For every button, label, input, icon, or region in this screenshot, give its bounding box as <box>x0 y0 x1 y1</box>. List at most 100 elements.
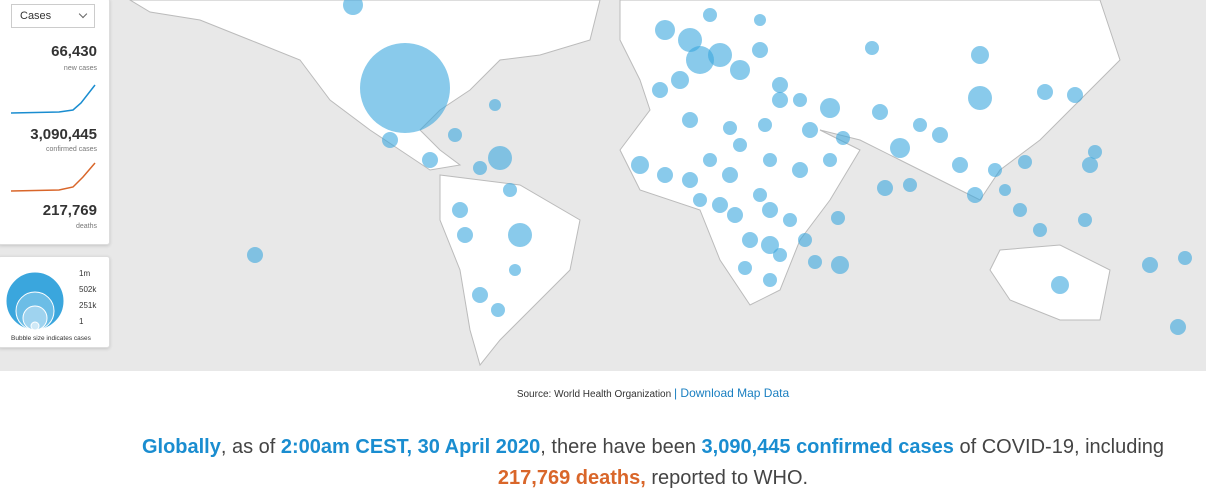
bubble[interactable] <box>1078 213 1092 227</box>
bubble[interactable] <box>682 172 698 188</box>
bubble[interactable] <box>733 138 747 152</box>
bubble[interactable] <box>1088 145 1102 159</box>
bubble[interactable] <box>877 180 893 196</box>
bubble[interactable] <box>730 60 750 80</box>
bubble[interactable] <box>671 71 689 89</box>
bubble[interactable] <box>1178 251 1192 265</box>
download-link[interactable]: | Download Map Data <box>673 386 790 400</box>
metric-dropdown[interactable]: Cases <box>11 4 95 28</box>
bubble[interactable] <box>1013 203 1027 217</box>
bubble[interactable] <box>712 197 728 213</box>
bubble[interactable] <box>472 287 488 303</box>
bubble[interactable] <box>1082 157 1098 173</box>
bubble[interactable] <box>971 46 989 64</box>
bubble[interactable] <box>723 121 737 135</box>
bubble[interactable] <box>792 162 808 178</box>
legend-size: 251k <box>79 301 97 310</box>
bubble[interactable] <box>753 188 767 202</box>
bubble[interactable] <box>967 187 983 203</box>
bubble[interactable] <box>999 184 1011 196</box>
bubble[interactable] <box>793 93 807 107</box>
plain-text: , there have been <box>540 436 702 458</box>
legend-caption: Bubble size indicates cases <box>11 335 91 342</box>
highlight-text: 2:00am CEST, 30 April 2020 <box>280 436 541 458</box>
bubble[interactable] <box>1142 257 1158 273</box>
bubble[interactable] <box>772 92 788 108</box>
bubble[interactable] <box>678 28 702 52</box>
bubble[interactable] <box>708 43 732 67</box>
bubble[interactable] <box>657 167 673 183</box>
bubble[interactable] <box>783 213 797 227</box>
bubble[interactable] <box>693 193 707 207</box>
bubble[interactable] <box>754 14 766 26</box>
highlight-text: 3,090,445 confirmed cases <box>701 436 954 458</box>
bubble[interactable] <box>727 207 743 223</box>
bubble[interactable] <box>1170 319 1186 335</box>
source-line: Source: World Health Organization | Down… <box>0 386 1206 400</box>
bubble[interactable] <box>682 112 698 128</box>
bubble[interactable] <box>343 0 363 15</box>
bubble[interactable] <box>831 256 849 274</box>
bubble[interactable] <box>503 183 517 197</box>
bubble[interactable] <box>808 255 822 269</box>
bubble[interactable] <box>761 236 779 254</box>
bubble[interactable] <box>742 232 758 248</box>
legend-circles <box>5 271 65 331</box>
bubble[interactable] <box>1037 84 1053 100</box>
bubble[interactable] <box>823 153 837 167</box>
bubble[interactable] <box>422 152 438 168</box>
stat-value: 66,430 <box>51 43 97 60</box>
bubble[interactable] <box>836 131 850 145</box>
bubble[interactable] <box>1067 87 1083 103</box>
bubble[interactable] <box>932 127 948 143</box>
bubble[interactable] <box>452 202 468 218</box>
bubble[interactable] <box>758 118 772 132</box>
bubble[interactable] <box>988 163 1002 177</box>
sparkline <box>10 84 96 114</box>
bubble[interactable] <box>752 42 768 58</box>
bubble[interactable] <box>360 43 450 133</box>
bubble[interactable] <box>872 104 888 120</box>
bubble[interactable] <box>738 261 752 275</box>
bubble[interactable] <box>820 98 840 118</box>
bubble[interactable] <box>802 122 818 138</box>
bubble[interactable] <box>382 132 398 148</box>
bubble[interactable] <box>1033 223 1047 237</box>
bubble[interactable] <box>798 233 812 247</box>
bubble[interactable] <box>509 264 521 276</box>
bubble[interactable] <box>1051 276 1069 294</box>
bubble[interactable] <box>655 20 675 40</box>
bubble[interactable] <box>773 248 787 262</box>
source-name: World Health Organization <box>554 389 672 400</box>
bubble[interactable] <box>772 77 788 93</box>
bubble-legend: 1m 502k 251k 1 Bubble size indicates cas… <box>0 256 110 348</box>
bubble[interactable] <box>968 86 992 110</box>
stat-label: deaths <box>75 223 97 230</box>
bubble[interactable] <box>686 46 714 74</box>
bubble[interactable] <box>763 273 777 287</box>
bubble[interactable] <box>865 41 879 55</box>
bubble[interactable] <box>473 161 487 175</box>
bubble[interactable] <box>722 167 738 183</box>
bubble[interactable] <box>631 156 649 174</box>
bubble[interactable] <box>489 99 501 111</box>
bubble[interactable] <box>703 153 717 167</box>
plain-text: of COVID-19, including <box>953 436 1165 458</box>
australia <box>989 244 1111 321</box>
bubble[interactable] <box>913 118 927 132</box>
bubble[interactable] <box>952 157 968 173</box>
bubble[interactable] <box>508 223 532 247</box>
bubble[interactable] <box>763 153 777 167</box>
bubble[interactable] <box>762 202 778 218</box>
bubble[interactable] <box>488 146 512 170</box>
bubble[interactable] <box>448 128 462 142</box>
bubble[interactable] <box>491 303 505 317</box>
bubble[interactable] <box>831 211 845 225</box>
bubble[interactable] <box>1018 155 1032 169</box>
bubble[interactable] <box>247 247 263 263</box>
bubble[interactable] <box>703 8 717 22</box>
bubble[interactable] <box>903 178 917 192</box>
bubble[interactable] <box>457 227 473 243</box>
bubble[interactable] <box>890 138 910 158</box>
bubble[interactable] <box>652 82 668 98</box>
